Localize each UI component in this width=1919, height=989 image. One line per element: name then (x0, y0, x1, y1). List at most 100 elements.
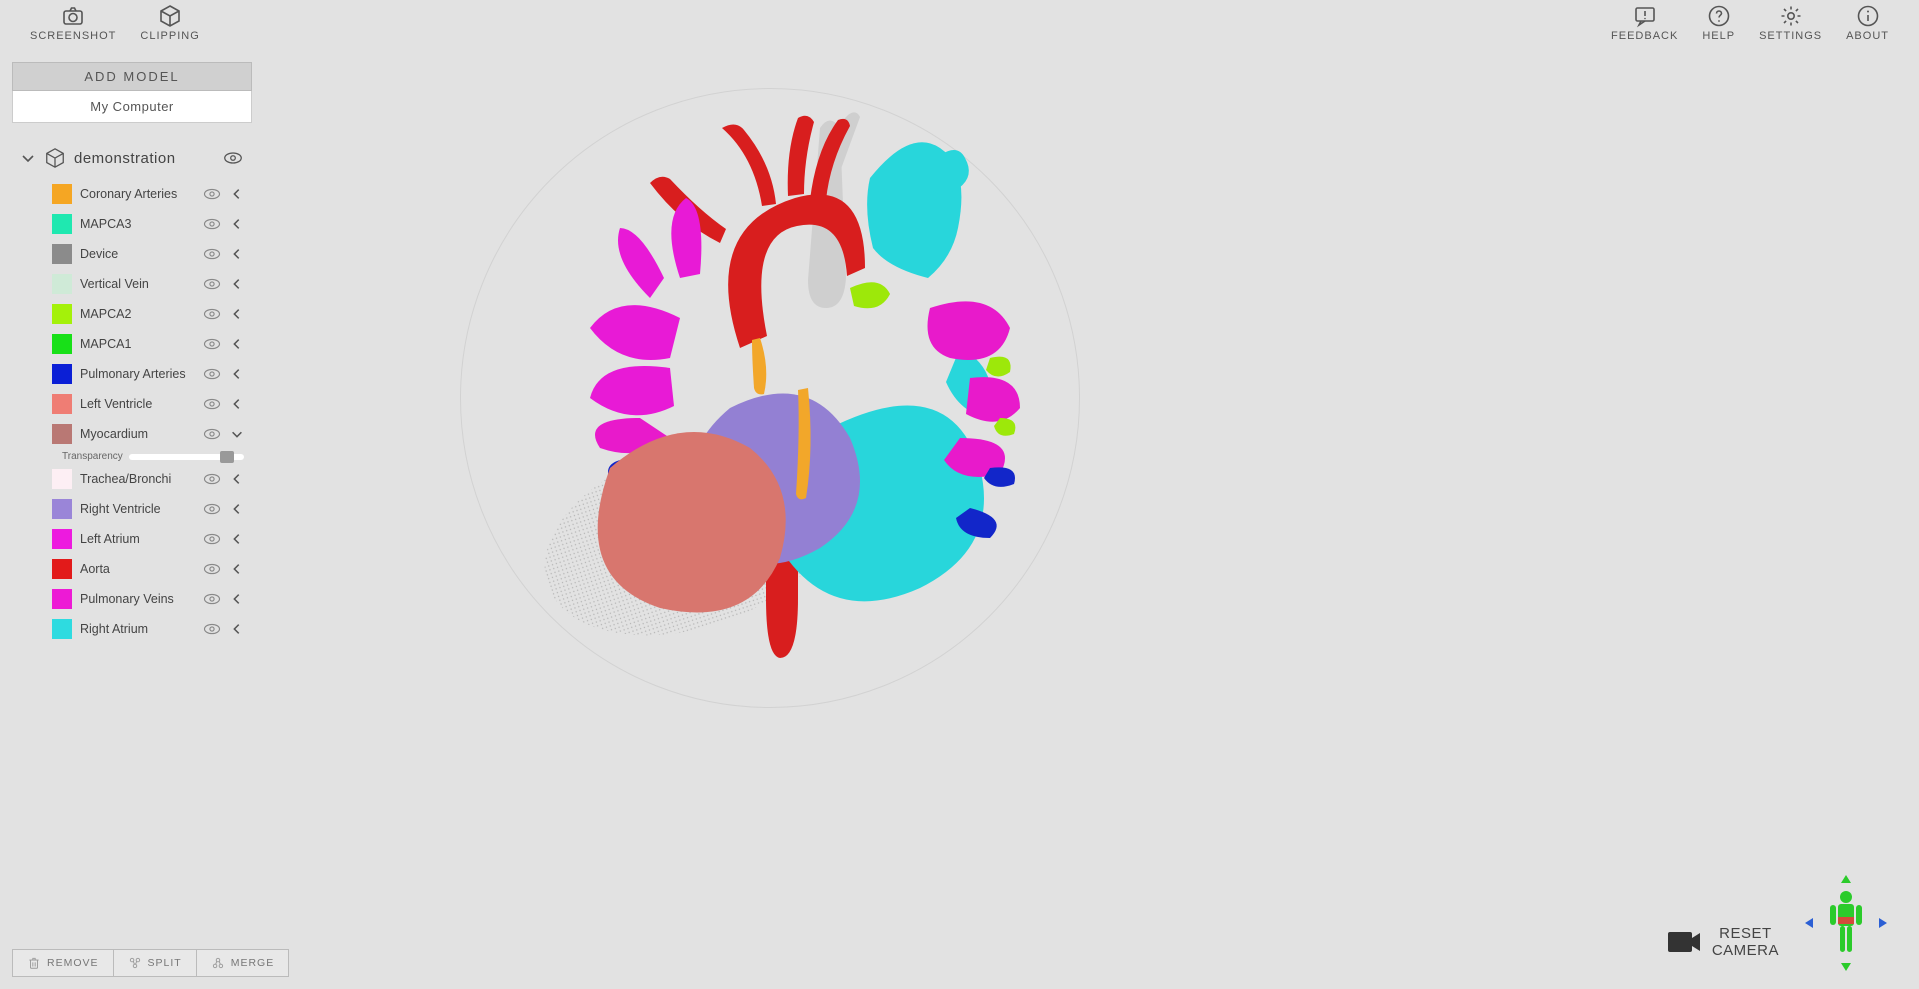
model-group-title: demonstration (74, 150, 214, 167)
info-icon (1856, 4, 1880, 28)
eye-icon[interactable] (202, 499, 222, 519)
eye-icon[interactable] (202, 214, 222, 234)
model-group-header[interactable]: demonstration (12, 143, 252, 173)
eye-icon[interactable] (202, 184, 222, 204)
color-swatch (52, 244, 72, 264)
chevron-left-icon[interactable] (230, 277, 244, 291)
layer-row[interactable]: Pulmonary Arteries (12, 359, 252, 389)
trash-icon (27, 956, 41, 970)
eye-icon[interactable] (202, 274, 222, 294)
my-computer-button[interactable]: My Computer (12, 91, 252, 123)
layer-row[interactable]: Right Ventricle (12, 494, 252, 524)
chevron-left-icon[interactable] (230, 532, 244, 546)
layer-row[interactable]: Aorta (12, 554, 252, 584)
layer-row[interactable]: Left Ventricle (12, 389, 252, 419)
color-swatch (52, 619, 72, 639)
layer-row[interactable]: Myocardium (12, 419, 252, 449)
layer-label: Pulmonary Veins (80, 592, 194, 606)
layer-row[interactable]: Right Atrium (12, 614, 252, 644)
eye-icon[interactable] (202, 559, 222, 579)
layer-label: MAPCA2 (80, 307, 194, 321)
layer-label: Trachea/Bronchi (80, 472, 194, 486)
chevron-down-icon (20, 150, 36, 166)
bottom-toolbar: REMOVE SPLIT MERGE (12, 949, 289, 977)
reset-camera-button[interactable]: RESET CAMERA (1666, 925, 1779, 960)
color-swatch (52, 559, 72, 579)
layer-label: Left Ventricle (80, 397, 194, 411)
chevron-left-icon[interactable] (230, 472, 244, 486)
layer-list: Coronary ArteriesMAPCA3 Device Vertical Ve… (12, 179, 252, 644)
layer-row[interactable]: Device (12, 239, 252, 269)
chevron-left-icon[interactable] (230, 397, 244, 411)
layer-label: Myocardium (80, 427, 194, 441)
layer-row[interactable]: Pulmonary Veins (12, 584, 252, 614)
eye-icon[interactable] (222, 147, 244, 169)
layer-row[interactable]: MAPCA2 (12, 299, 252, 329)
color-swatch (52, 334, 72, 354)
merge-label: MERGE (231, 957, 275, 969)
chevron-left-icon[interactable] (230, 622, 244, 636)
remove-button[interactable]: REMOVE (13, 950, 114, 976)
eye-icon[interactable] (202, 529, 222, 549)
layer-row[interactable]: Left Atrium (12, 524, 252, 554)
topbar-right: FEEDBACK HELP SETTINGS ABOUT (1611, 4, 1889, 42)
layer-row[interactable]: Coronary Arteries (12, 179, 252, 209)
cube-icon (44, 147, 66, 169)
color-swatch (52, 184, 72, 204)
eye-icon[interactable] (202, 364, 222, 384)
eye-icon[interactable] (202, 394, 222, 414)
slider-thumb[interactable] (220, 451, 234, 463)
model-group: demonstration Coronary ArteriesMAPCA3 Dev… (12, 143, 252, 644)
split-button[interactable]: SPLIT (114, 950, 197, 976)
color-swatch (52, 274, 72, 294)
gear-icon (1779, 4, 1803, 28)
topbar: SCREENSHOT CLIPPING FEEDBACK HELP SETTINGS A… (0, 0, 1919, 48)
eye-icon[interactable] (202, 589, 222, 609)
layer-label: Right Atrium (80, 622, 194, 636)
layer-row[interactable]: Vertical Vein (12, 269, 252, 299)
color-swatch (52, 469, 72, 489)
chevron-left-icon[interactable] (230, 187, 244, 201)
layer-label: Device (80, 247, 194, 261)
chevron-left-icon[interactable] (230, 367, 244, 381)
layer-label: Aorta (80, 562, 194, 576)
eye-icon[interactable] (202, 334, 222, 354)
eye-icon[interactable] (202, 619, 222, 639)
feedback-label: FEEDBACK (1611, 30, 1678, 42)
feedback-button[interactable]: FEEDBACK (1611, 4, 1678, 42)
chevron-left-icon[interactable] (230, 307, 244, 321)
help-button[interactable]: HELP (1702, 4, 1735, 42)
screenshot-button[interactable]: SCREENSHOT (30, 4, 116, 42)
heart-model (530, 108, 1070, 688)
transparency-slider[interactable] (129, 454, 244, 460)
settings-button[interactable]: SETTINGS (1759, 4, 1822, 42)
orientation-widget[interactable] (1801, 873, 1891, 973)
chevron-left-icon[interactable] (230, 502, 244, 516)
about-button[interactable]: ABOUT (1846, 4, 1889, 42)
chevron-left-icon[interactable] (230, 592, 244, 606)
chevron-down-icon[interactable] (230, 427, 244, 441)
cube-icon (158, 4, 182, 28)
split-icon (128, 956, 142, 970)
viewport-3d[interactable] (280, 48, 1919, 989)
clipping-button[interactable]: CLIPPING (140, 4, 199, 42)
layer-row[interactable]: Trachea/Bronchi (12, 464, 252, 494)
camera-icon (1666, 928, 1702, 956)
eye-icon[interactable] (202, 469, 222, 489)
chevron-left-icon[interactable] (230, 337, 244, 351)
layer-row[interactable]: MAPCA1 (12, 329, 252, 359)
split-label: SPLIT (148, 957, 182, 969)
color-swatch (52, 529, 72, 549)
topbar-left: SCREENSHOT CLIPPING (30, 4, 200, 42)
chevron-left-icon[interactable] (230, 217, 244, 231)
help-label: HELP (1702, 30, 1735, 42)
eye-icon[interactable] (202, 244, 222, 264)
chevron-left-icon[interactable] (230, 562, 244, 576)
merge-button[interactable]: MERGE (197, 950, 289, 976)
help-icon (1707, 4, 1731, 28)
eye-icon[interactable] (202, 304, 222, 324)
eye-icon[interactable] (202, 424, 222, 444)
layer-row[interactable]: MAPCA3 (12, 209, 252, 239)
chevron-left-icon[interactable] (230, 247, 244, 261)
feedback-icon (1633, 4, 1657, 28)
